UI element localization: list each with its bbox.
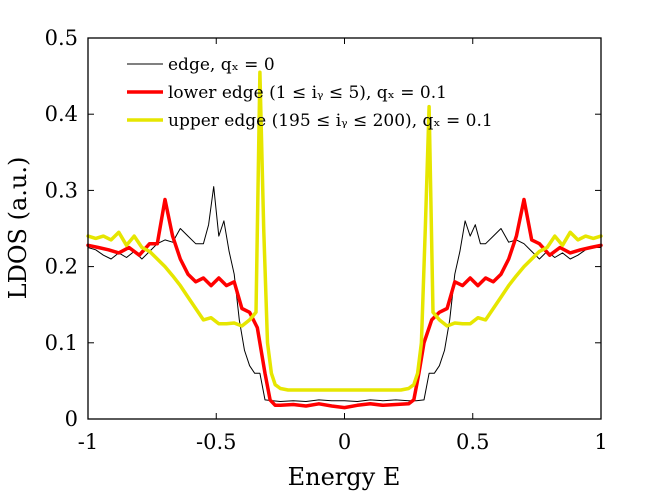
y-tick-label: 0.5 <box>45 26 78 50</box>
x-tick-label: -0.5 <box>196 430 237 454</box>
legend: edge, qₓ = 0 lower edge (1 ≤ iᵧ ≤ 5), qₓ … <box>127 55 493 131</box>
y-tick-label: 0.1 <box>45 331 78 355</box>
y-tick-label: 0 <box>65 407 78 431</box>
plot-background <box>88 38 601 419</box>
series-layer <box>86 70 603 410</box>
series-line-2 <box>86 197 603 410</box>
y-tick-label: 0.3 <box>45 178 78 202</box>
x-tick-label: 1 <box>594 430 607 454</box>
x-tick-label: 0 <box>338 430 351 454</box>
x-tick-label: -1 <box>78 430 98 454</box>
legend-label-1: edge, qₓ = 0 <box>168 55 275 75</box>
legend-label-2: lower edge (1 ≤ iᵧ ≤ 5), qₓ = 0.1 <box>168 83 447 103</box>
y-tick-label: 0.4 <box>45 102 78 126</box>
y-axis-title: LDOS (a.u.) <box>4 157 32 300</box>
y-tick-label: 0.2 <box>45 255 78 279</box>
series-line-3 <box>86 70 603 392</box>
x-tick-label: 0.5 <box>456 430 489 454</box>
ticks-layer: -1 -0.5 0 0.5 1 0 0.1 0.2 0.3 0.4 0.5 <box>45 26 608 454</box>
legend-label-3: upper edge (195 ≤ iᵧ ≤ 200), qₓ = 0.1 <box>168 111 493 131</box>
x-axis-title: Energy E <box>288 463 401 491</box>
